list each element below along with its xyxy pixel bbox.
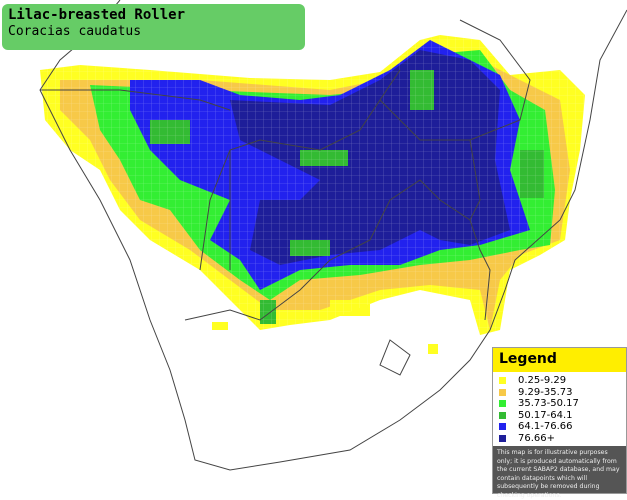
legend-item: 64.1-76.66 [499, 421, 620, 433]
legend-label: 0.25-9.29 [518, 375, 567, 387]
legend-item: 50.17-64.1 [499, 410, 620, 422]
borders [39, 0, 627, 471]
legend-swatch [499, 411, 506, 419]
legend-label: 76.66+ [518, 432, 556, 444]
title: Lilac-breasted Roller [8, 7, 186, 23]
cell-grid [40, 35, 585, 335]
coastline [39, 0, 627, 471]
country-border [184, 179, 491, 321]
legend-item: 0.25-9.29 [499, 375, 620, 387]
legend-label: 50.17-64.1 [518, 409, 573, 421]
range-area [428, 344, 438, 354]
legend-item: 76.66+ [499, 433, 620, 445]
range-area [212, 322, 228, 330]
title-box: Lilac-breasted Roller Coracias caudatus [2, 4, 305, 50]
legend-item: 35.73-50.17 [499, 398, 620, 410]
legend-swatch [499, 388, 506, 396]
legend-title: Legend [493, 348, 626, 372]
country-border [379, 339, 411, 376]
country-border [199, 69, 401, 271]
legend-swatch [499, 423, 506, 431]
legend-swatch [499, 400, 506, 408]
subtitle: Coracias caudatus [8, 24, 142, 39]
legend-label: 9.29-35.73 [518, 386, 573, 398]
country-border [379, 19, 531, 221]
country-border [40, 89, 231, 270]
legend: Legend 0.25-9.29 9.29-35.73 35.73-50.17 50.… [492, 347, 627, 499]
legend-label: 35.73-50.17 [518, 398, 579, 410]
distribution [40, 35, 585, 354]
legend-item: 9.29-35.73 [499, 387, 620, 399]
legend-items: 0.25-9.29 9.29-35.73 35.73-50.17 50.17-64.1… [493, 372, 626, 447]
legend-label: 64.1-76.66 [518, 421, 573, 433]
legend-swatch [499, 434, 506, 442]
legend-note: This map is for illustrative purposes on… [493, 446, 626, 499]
legend-swatch [499, 377, 506, 385]
